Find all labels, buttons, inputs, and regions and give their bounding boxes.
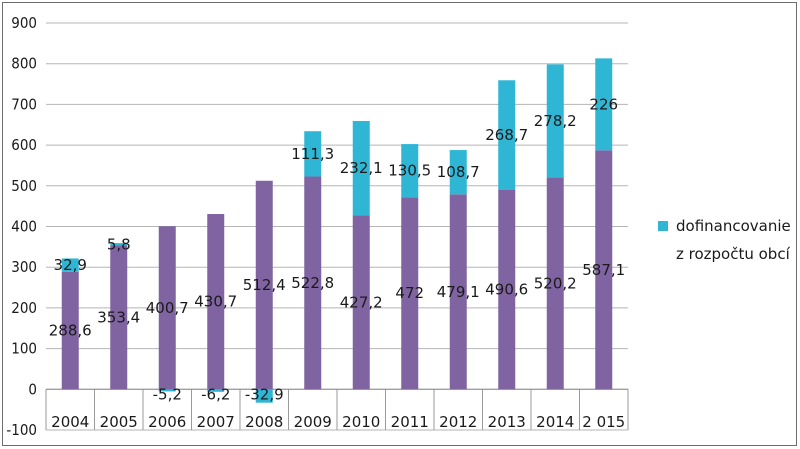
bar-base-segment xyxy=(255,180,273,390)
y-tick-label: 100 xyxy=(11,340,37,358)
bar-top-segment xyxy=(352,120,370,216)
bar-top-segment xyxy=(61,258,79,272)
x-category-label: 2011 xyxy=(391,413,429,431)
bar-base-segment xyxy=(498,189,516,390)
data-label-base: 427,2 xyxy=(340,293,383,311)
data-label-top: 5,8 xyxy=(107,235,131,253)
y-tick-label: 200 xyxy=(11,299,37,317)
data-label-base: 430,7 xyxy=(194,293,237,311)
bar-top-segment xyxy=(255,389,273,403)
bar-base-segment xyxy=(449,194,467,390)
data-label-base: 490,6 xyxy=(485,280,528,298)
bar-base-segment xyxy=(110,245,128,390)
x-category-label: 2006 xyxy=(148,413,186,431)
y-tick-label: 900 xyxy=(11,14,37,32)
x-category-label: 2013 xyxy=(488,413,526,431)
bars xyxy=(61,58,613,403)
grid-lines xyxy=(45,22,629,431)
data-label-top: -32,9 xyxy=(245,385,284,403)
x-axis-category-labels: 2004 2005 2006 2007 2008 2009 2010 2011 2012 2013… xyxy=(51,413,625,431)
bar-top-segment xyxy=(449,150,467,195)
bar-top-segment xyxy=(110,243,128,246)
legend-label-line-1: dofinancovanie xyxy=(676,217,791,235)
bar-base-segment xyxy=(61,271,79,390)
data-labels: 288,6 32,9 353,4 5,8 400,7 -5,2 430,7 -6,2 512,4… xyxy=(49,95,625,403)
x-category-label: 2010 xyxy=(342,413,380,431)
x-category-label: 2 015 xyxy=(582,413,625,431)
y-tick-label: -100 xyxy=(6,421,37,439)
x-category-label: 2008 xyxy=(245,413,283,431)
x-category-label: 2007 xyxy=(197,413,235,431)
x-category-label: 2004 xyxy=(51,413,89,431)
bar-top-segment xyxy=(595,58,613,151)
bar-base-segment xyxy=(158,226,176,390)
legend: dofinancovanie z rozpočtu obcí xyxy=(658,217,791,263)
bar-base-segment xyxy=(546,177,564,390)
y-tick-label: 400 xyxy=(11,218,37,236)
data-label-top: 108,7 xyxy=(437,163,480,181)
bar-top-segment xyxy=(158,389,176,392)
bar-base-segment xyxy=(207,214,225,390)
bar-base-segment xyxy=(352,215,370,390)
x-category-label: 2005 xyxy=(100,413,138,431)
bar-top-segment xyxy=(304,131,322,177)
y-tick-label: 300 xyxy=(11,258,37,276)
data-label-top: -6,2 xyxy=(201,385,230,403)
bar-top-segment xyxy=(207,389,225,392)
data-label-top: 226 xyxy=(589,95,618,113)
legend-label-line-2: z rozpočtu obcí xyxy=(676,245,791,263)
data-label-base: 520,2 xyxy=(534,274,577,292)
x-category-label: 2012 xyxy=(439,413,477,431)
data-label-top: 278,2 xyxy=(534,112,577,130)
data-label-base: 472 xyxy=(395,284,424,302)
data-label-base: 587,1 xyxy=(582,261,625,279)
bar-top-segment xyxy=(498,80,516,190)
x-category-label: 2014 xyxy=(536,413,574,431)
y-tick-label: 0 xyxy=(28,380,37,398)
y-tick-label: 600 xyxy=(11,136,37,154)
bar-top-segment xyxy=(546,64,564,178)
bar-base-segment xyxy=(304,176,322,390)
data-label-base: 512,4 xyxy=(243,276,286,294)
data-label-top: 130,5 xyxy=(388,162,431,180)
y-tick-label: 700 xyxy=(11,95,37,113)
bar-base-segment xyxy=(595,150,613,390)
data-label-base: 288,6 xyxy=(49,322,92,340)
x-category-label: 2009 xyxy=(294,413,332,431)
data-label-base: 522,8 xyxy=(291,274,334,292)
data-label-base: 353,4 xyxy=(97,308,140,326)
legend-swatch xyxy=(658,221,668,231)
data-label-top: -5,2 xyxy=(153,385,182,403)
y-tick-label: 500 xyxy=(11,177,37,195)
y-axis-tick-labels: -100 0 100 200 300 400 500 600 700 800 900 xyxy=(6,14,37,439)
data-label-top: 111,3 xyxy=(291,145,334,163)
data-label-base: 400,7 xyxy=(146,299,189,317)
data-label-top: 268,7 xyxy=(485,126,528,144)
y-tick-label: 800 xyxy=(11,55,37,73)
data-label-top: 232,1 xyxy=(340,159,383,177)
bar-base-segment xyxy=(401,197,419,390)
data-label-top: 32,9 xyxy=(54,256,87,274)
bar-top-segment xyxy=(401,144,419,198)
data-label-base: 479,1 xyxy=(437,283,480,301)
